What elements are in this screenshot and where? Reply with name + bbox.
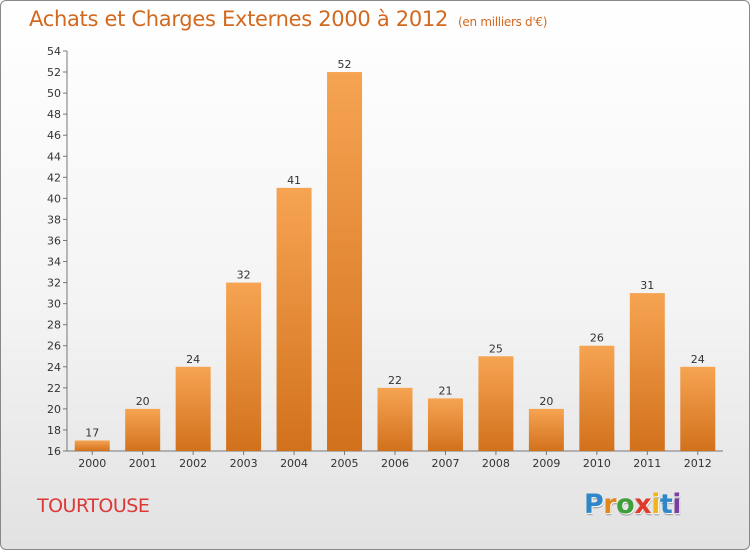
y-tick-label: 46 — [47, 129, 61, 142]
x-tick-label-2009: 2009 — [532, 457, 560, 470]
chart-axes: 16 18 20 22 24 26 28 30 32 34 36 38 40 42 44 46 48 50 52 54 — [47, 45, 723, 458]
bar-2007 — [427, 398, 463, 451]
chart-subtitle: (en milliers d'€) — [458, 15, 548, 29]
bar-2010 — [579, 345, 615, 451]
bar-2001 — [125, 408, 161, 451]
data-label-2007: 21 — [438, 384, 452, 397]
data-label-2009: 20 — [539, 395, 553, 408]
logo-letter: P — [584, 489, 604, 520]
x-tick-label-2007: 2007 — [431, 457, 459, 470]
x-tick-label-2003: 2003 — [230, 457, 258, 470]
y-tick-label: 38 — [47, 213, 61, 226]
data-label-2003: 32 — [237, 269, 251, 282]
chart-bars — [74, 72, 716, 451]
commune-name: TOURTOUSE — [37, 495, 150, 517]
proxiti-logo: Proxiti — [584, 489, 682, 520]
data-label-2010: 26 — [590, 332, 604, 345]
bar-2012 — [680, 366, 716, 451]
y-tick-label: 30 — [47, 298, 61, 311]
x-tick-label-2012: 2012 — [684, 457, 712, 470]
bar-2000 — [74, 440, 110, 451]
bar-2008 — [478, 356, 514, 451]
y-tick-label: 50 — [47, 87, 61, 100]
x-tick-label-2002: 2002 — [179, 457, 207, 470]
x-tick-label-2001: 2001 — [129, 457, 157, 470]
x-tick-label-2006: 2006 — [381, 457, 409, 470]
data-label-2006: 22 — [388, 374, 402, 387]
chart-title: Achats et Charges Externes 2000 à 2012 (e… — [29, 7, 547, 31]
x-tick-label-2004: 2004 — [280, 457, 308, 470]
bar-2006 — [377, 387, 413, 451]
x-tick-label-2011: 2011 — [633, 457, 661, 470]
logo-letter: t — [659, 489, 673, 520]
data-label-2002: 24 — [186, 353, 200, 366]
x-tick-label-2000: 2000 — [78, 457, 106, 470]
x-tick-label-2005: 2005 — [331, 457, 359, 470]
y-tick-label: 44 — [47, 150, 61, 163]
logo-letter: i — [672, 489, 682, 520]
x-tick-label-2008: 2008 — [482, 457, 510, 470]
y-tick-label: 34 — [47, 256, 61, 269]
logo-letter: r — [603, 489, 617, 520]
y-tick-label: 26 — [47, 340, 61, 353]
data-label-2004: 41 — [287, 174, 301, 187]
bar-2005 — [327, 72, 363, 451]
y-tick-label: 22 — [47, 382, 61, 395]
y-tick-label: 48 — [47, 108, 61, 121]
bar-2004 — [276, 187, 312, 451]
y-tick-label: 18 — [47, 424, 61, 437]
data-label-2000: 17 — [85, 426, 99, 439]
data-label-2012: 24 — [691, 353, 705, 366]
bar-2002 — [175, 366, 211, 451]
y-tick-label: 20 — [47, 403, 61, 416]
y-tick-label: 36 — [47, 234, 61, 247]
x-tick-label-2010: 2010 — [583, 457, 611, 470]
y-tick-label: 42 — [47, 171, 61, 184]
data-label-2001: 20 — [136, 395, 150, 408]
logo-letter: i — [651, 489, 660, 520]
logo-letter: x — [634, 489, 652, 520]
y-tick-label: 54 — [47, 45, 61, 58]
bar-2003 — [226, 282, 262, 451]
logo-letter: o — [616, 489, 635, 520]
data-label-2011: 31 — [640, 279, 654, 292]
chart-title-text: Achats et Charges Externes 2000 à 2012 — [29, 7, 449, 31]
data-label-2008: 25 — [489, 342, 503, 355]
bar-2011 — [629, 293, 665, 451]
bar-2009 — [528, 408, 564, 451]
y-tick-label: 28 — [47, 319, 61, 332]
y-tick-label: 32 — [47, 277, 61, 290]
data-label-2005: 52 — [338, 58, 352, 71]
y-tick-label: 40 — [47, 192, 61, 205]
y-tick-label: 24 — [47, 361, 61, 374]
y-tick-label: 16 — [47, 445, 61, 458]
chart-labels: 2000 17 2001 20 2002 24 2003 32 2004 41 2005 52 2006… — [78, 58, 712, 470]
y-tick-label: 52 — [47, 66, 61, 79]
